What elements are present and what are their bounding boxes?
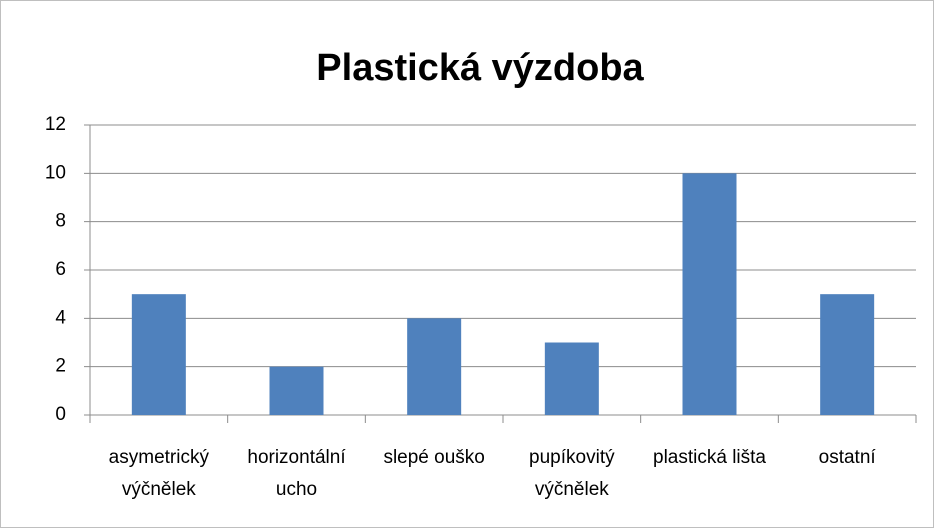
y-tick-label: 10 [45, 162, 66, 183]
x-tick-label: horizontální ucho [247, 447, 346, 500]
bar [269, 366, 324, 415]
x-tick-label: asymetrický výčnělek [108, 447, 209, 500]
x-tick-label: slepé ouško [383, 447, 485, 468]
bar [682, 173, 737, 415]
bar [544, 342, 599, 415]
x-tick-label: pupíkovitý výčnělek [529, 447, 615, 500]
bar [820, 294, 875, 415]
y-tick-label: 6 [55, 259, 66, 280]
y-tick-label: 2 [55, 356, 66, 377]
y-tick-label: 8 [55, 211, 66, 232]
bar [407, 318, 462, 415]
bar [131, 294, 186, 415]
y-tick-label: 4 [55, 307, 66, 328]
y-tick-label: 12 [45, 114, 66, 135]
chart-title: Plastická výzdoba [316, 47, 644, 89]
y-tick-label: 0 [55, 404, 66, 425]
x-tick-label: ostatní [818, 447, 876, 468]
x-tick-label: plastická lišta [653, 447, 766, 468]
